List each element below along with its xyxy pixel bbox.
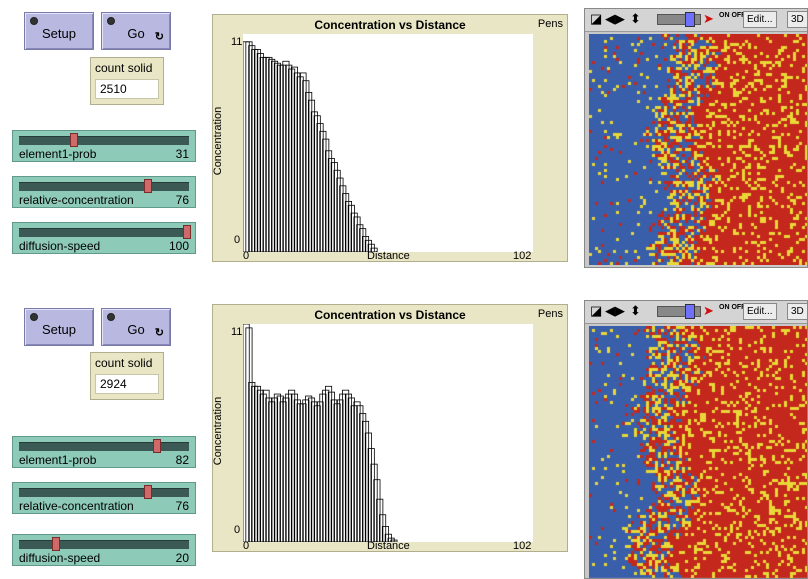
slider-label: diffusion-speed — [19, 239, 101, 253]
plot-title: Concentration vs Distance — [314, 18, 466, 32]
pens-button[interactable]: Pens — [537, 308, 563, 320]
slider-thumb[interactable] — [69, 133, 78, 147]
view-toolbar: ◪ ◀▶ ⬍ ➤ ON OFF Edit... 3D — [585, 9, 807, 32]
step-arrow-icon[interactable]: ➤ — [703, 11, 714, 26]
slider-track[interactable] — [19, 442, 189, 451]
speed-slider-thumb[interactable] — [685, 304, 695, 319]
slider-label: element1-prob — [19, 453, 97, 467]
edit-button[interactable]: Edit... — [743, 303, 777, 320]
slider-track[interactable] — [19, 488, 189, 497]
y-axis-label: Concentration — [212, 396, 224, 466]
world-canvas[interactable] — [589, 34, 807, 265]
button-indicator-icon — [107, 17, 115, 25]
display-toggle-icon[interactable]: ON OFF — [719, 12, 746, 19]
relative-concentration-slider[interactable]: relative-concentration 76 — [12, 176, 196, 208]
slider-label: element1-prob — [19, 147, 97, 161]
left-right-arrows-icon[interactable]: ◀▶ — [605, 303, 625, 318]
slider-thumb[interactable] — [51, 537, 60, 551]
forever-loop-icon: ↻ — [154, 327, 164, 339]
slider-thumb[interactable] — [143, 179, 152, 193]
slider-track[interactable] — [19, 182, 189, 191]
slider-track[interactable] — [19, 136, 189, 145]
monitor-value: 2924 — [95, 374, 159, 394]
slider-value: 31 — [175, 147, 189, 161]
x-axis-label: Distance — [367, 250, 410, 262]
pens-button[interactable]: Pens — [537, 18, 563, 30]
element1-prob-slider[interactable]: element1-prob 82 — [12, 436, 196, 468]
go-button-label: Go — [127, 26, 145, 41]
go-button[interactable]: Go ↻ — [101, 308, 171, 346]
slider-value: 76 — [175, 499, 189, 513]
x-axis-label: Distance — [367, 540, 410, 552]
slider-label: relative-concentration — [19, 499, 134, 513]
slider-value: 76 — [175, 193, 189, 207]
speed-slider-thumb[interactable] — [685, 12, 695, 27]
setup-button[interactable]: Setup — [24, 12, 94, 50]
edit-button[interactable]: Edit... — [743, 11, 777, 28]
go-button-label: Go — [127, 322, 145, 337]
x-max-label: 102 — [513, 250, 532, 262]
setup-button-label: Setup — [42, 26, 76, 41]
go-button[interactable]: Go ↻ — [101, 12, 171, 50]
model-panel-1: Setup Go ↻ count solid 2510 element1-pro… — [0, 0, 808, 270]
slider-value: 82 — [175, 453, 189, 467]
step-arrow-icon[interactable]: ➤ — [703, 303, 714, 318]
relative-concentration-slider[interactable]: relative-concentration 76 — [12, 482, 196, 514]
x-min-label: 0 — [243, 250, 250, 262]
concentration-plot: Concentration vs Distance Pens 112 0 Con… — [212, 304, 568, 552]
button-indicator-icon — [30, 17, 38, 25]
zoom-icon[interactable]: ◪ — [590, 11, 603, 26]
x-max-label: 102 — [513, 540, 532, 552]
zoom-icon[interactable]: ◪ — [590, 303, 603, 318]
diffusion-speed-slider[interactable]: diffusion-speed 100 — [12, 222, 196, 254]
button-indicator-icon — [107, 313, 115, 321]
monitor-title: count solid — [95, 356, 153, 370]
y-axis-label: Concentration — [212, 106, 224, 176]
y-min-label: 0 — [234, 234, 241, 246]
model-panel-2: Setup Go ↻ count solid 2924 element1-pro… — [0, 300, 808, 579]
forever-loop-icon: ↻ — [154, 31, 164, 43]
plot-area — [242, 34, 533, 253]
slider-label: diffusion-speed — [19, 551, 101, 565]
slider-thumb[interactable] — [143, 485, 152, 499]
left-right-arrows-icon[interactable]: ◀▶ — [605, 11, 625, 26]
button-indicator-icon — [30, 313, 38, 321]
slider-track[interactable] — [19, 228, 189, 237]
slider-thumb[interactable] — [153, 439, 162, 453]
concentration-plot: Concentration vs Distance Pens 112 0 Con… — [212, 14, 568, 262]
slider-value: 20 — [175, 551, 189, 565]
3d-button[interactable]: 3D — [787, 303, 807, 320]
world-view[interactable]: ◪ ◀▶ ⬍ ➤ ON OFF Edit... 3D — [584, 8, 808, 268]
monitor-value: 2510 — [95, 79, 159, 99]
monitor-title: count solid — [95, 61, 153, 75]
slider-value: 100 — [168, 239, 189, 253]
speed-slider[interactable] — [657, 14, 701, 25]
plot-area — [242, 323, 533, 543]
element1-prob-slider[interactable]: element1-prob 31 — [12, 130, 196, 162]
up-down-arrows-icon[interactable]: ⬍ — [630, 303, 641, 318]
slider-thumb[interactable] — [183, 225, 191, 239]
slider-label: relative-concentration — [19, 193, 134, 207]
histogram-svg — [242, 323, 398, 543]
world-view[interactable]: ◪ ◀▶ ⬍ ➤ ON OFF Edit... 3D — [584, 300, 808, 579]
setup-button[interactable]: Setup — [24, 308, 94, 346]
slider-track[interactable] — [19, 540, 189, 549]
x-min-label: 0 — [243, 540, 250, 552]
plot-title: Concentration vs Distance — [314, 308, 466, 322]
world-canvas[interactable] — [589, 326, 807, 578]
diffusion-speed-slider[interactable]: diffusion-speed 20 — [12, 534, 196, 566]
display-toggle-icon[interactable]: ON OFF — [719, 304, 746, 311]
count-solid-monitor: count solid 2924 — [90, 352, 164, 400]
setup-button-label: Setup — [42, 322, 76, 337]
count-solid-monitor: count solid 2510 — [90, 57, 164, 105]
3d-button[interactable]: 3D — [787, 11, 807, 28]
view-toolbar: ◪ ◀▶ ⬍ ➤ ON OFF Edit... 3D — [585, 301, 807, 324]
y-min-label: 0 — [234, 524, 241, 536]
up-down-arrows-icon[interactable]: ⬍ — [630, 11, 641, 26]
speed-slider[interactable] — [657, 306, 701, 317]
histogram-svg — [242, 41, 378, 253]
